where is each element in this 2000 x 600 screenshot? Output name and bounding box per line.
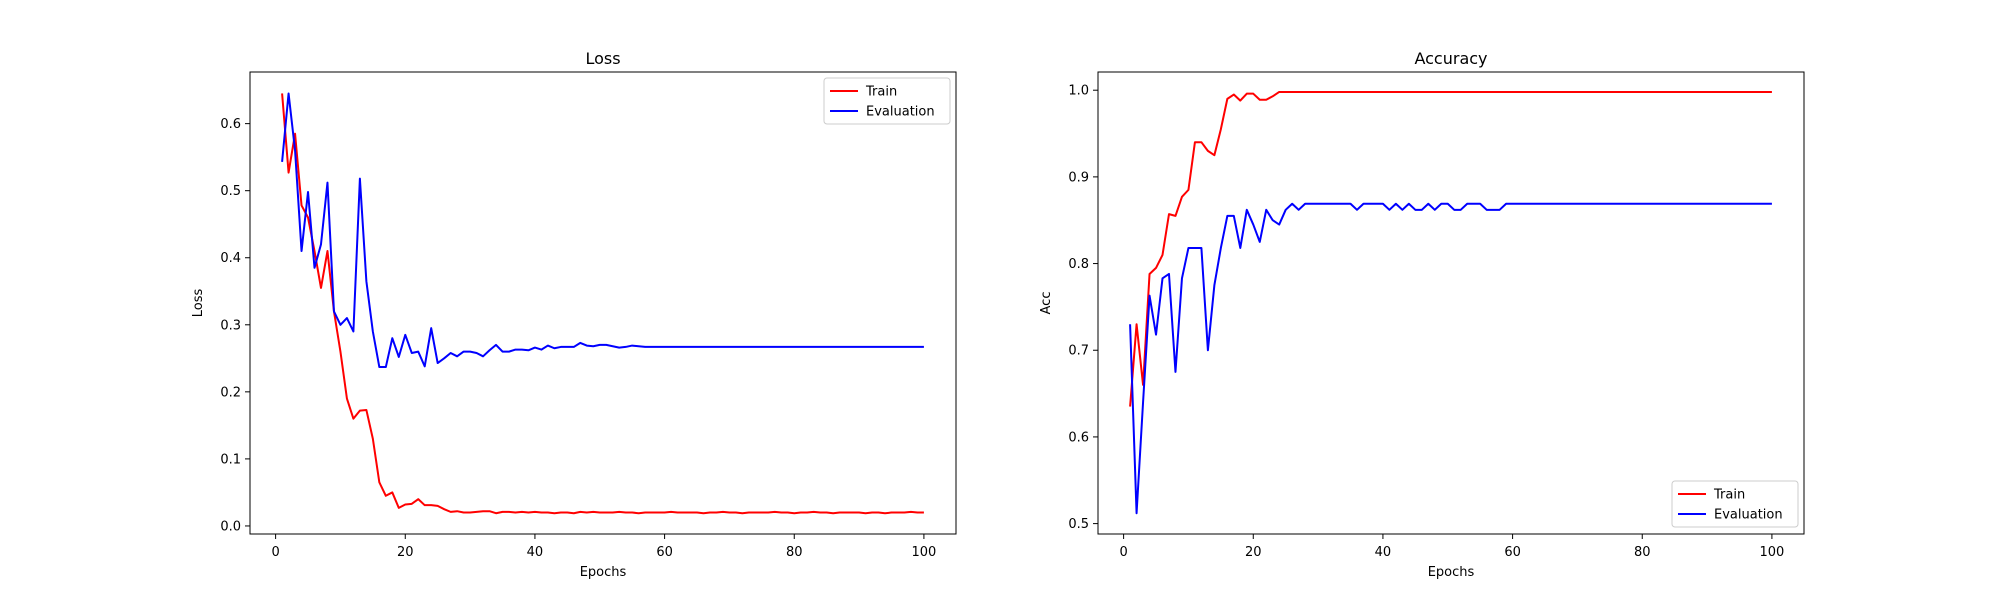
legend: Train Evaluation	[1671, 480, 1799, 528]
x-axis-label: Epochs	[1428, 565, 1475, 580]
y-tick-label: 0.5	[1068, 517, 1089, 532]
x-tick-label: 80	[786, 545, 803, 560]
x-tick-label: 80	[1634, 545, 1651, 560]
y-tick-label: 0.6	[1068, 430, 1089, 445]
plot-area	[1129, 90, 1772, 515]
plot-area	[281, 92, 924, 515]
x-axis-label: Epochs	[580, 565, 627, 580]
legend-box	[1671, 480, 1799, 528]
series-line-evaluation	[281, 92, 924, 369]
y-tick-label: 0.7	[1068, 344, 1089, 359]
y-tick-label: 0.5	[220, 184, 241, 199]
chart-title: Accuracy	[1414, 49, 1487, 68]
loss-panel: Loss Epochs Loss 0 20 40 60 80 100 0.0 0.1 0.2 0.3 0.…	[191, 49, 957, 580]
legend-label: Train	[865, 85, 897, 100]
legend-box	[823, 77, 951, 125]
x-tick-label: 0	[1119, 545, 1127, 560]
y-tick-label: 0.3	[220, 318, 241, 333]
x-tick-label: 60	[656, 545, 673, 560]
x-tick-label: 100	[1759, 545, 1784, 560]
x-tick-label: 40	[1375, 545, 1392, 560]
legend: Train Evaluation	[823, 77, 951, 125]
y-tick-label: 0.8	[1068, 257, 1089, 272]
legend-label: Train	[1713, 488, 1745, 503]
legend-label: Evaluation	[1714, 508, 1783, 523]
axes-frame	[1097, 71, 1805, 535]
x-tick-label: 100	[911, 545, 936, 560]
series-line-train	[281, 93, 924, 515]
y-axis-label: Acc	[1039, 292, 1054, 315]
y-tick-label: 0.0	[220, 519, 241, 534]
y-tick-label: 1.0	[1068, 84, 1089, 99]
series-line-train	[1129, 90, 1772, 407]
y-tick-label: 0.9	[1068, 170, 1089, 185]
y-tick-label: 0.1	[220, 452, 241, 467]
y-tick-label: 0.2	[220, 385, 241, 400]
y-tick-label: 0.4	[220, 251, 241, 266]
x-tick-label: 60	[1504, 545, 1521, 560]
x-tick-label: 40	[527, 545, 544, 560]
accuracy-panel: Accuracy Epochs Acc 0 20 40 60 80 100 0.5 0.6 0.7 0.…	[1039, 49, 1805, 580]
axes-frame	[249, 71, 957, 535]
legend-label: Evaluation	[866, 105, 935, 120]
chart-title: Loss	[585, 49, 620, 68]
y-axis-label: Loss	[191, 289, 206, 318]
y-tick-label: 0.6	[220, 117, 241, 132]
x-tick-label: 20	[1245, 545, 1262, 560]
x-tick-label: 20	[397, 545, 414, 560]
x-tick-label: 0	[271, 545, 279, 560]
series-line-evaluation	[1129, 202, 1772, 515]
